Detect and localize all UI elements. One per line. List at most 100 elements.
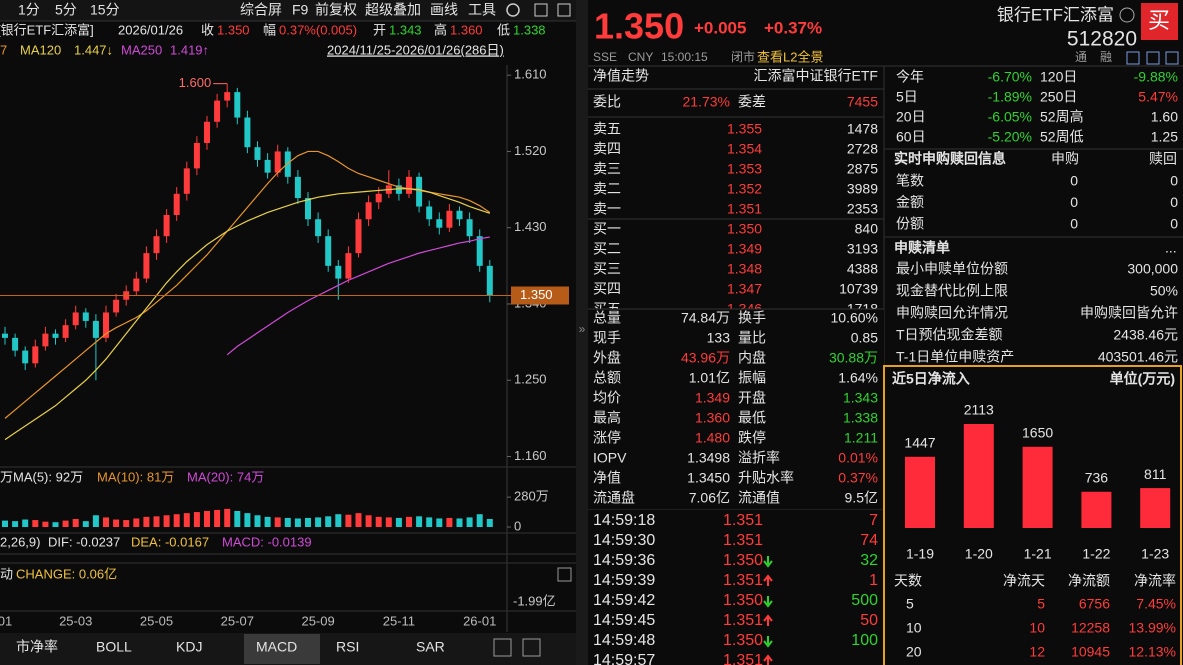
volume-bar xyxy=(173,514,180,527)
interval-tab[interactable]: 5分 xyxy=(55,2,77,18)
volume-bar xyxy=(214,509,221,527)
table-cell: 10 xyxy=(906,620,922,636)
tab-menu-icon[interactable] xyxy=(522,638,541,657)
indicator-tab[interactable]: 市净率 xyxy=(16,639,58,655)
volume-bar xyxy=(2,520,8,527)
trade-arrow xyxy=(763,596,773,608)
y-tick-label: 1.160 xyxy=(514,448,547,463)
toolbar-icon[interactable] xyxy=(534,3,548,17)
candle-body xyxy=(416,176,423,207)
y-tick-label: 1.250 xyxy=(514,372,547,387)
trade-volume: 50 xyxy=(860,612,878,629)
level-price: 1.353 xyxy=(727,161,762,177)
candle-body xyxy=(365,202,372,220)
stat-label: 均价 xyxy=(593,390,621,406)
stat-value: 133 xyxy=(707,330,731,346)
volume-bar xyxy=(193,512,200,527)
splitter[interactable] xyxy=(576,0,588,665)
indicator-tab[interactable]: RSI xyxy=(336,639,359,655)
level-label: 卖四 xyxy=(593,141,621,157)
volume-bar xyxy=(62,520,69,527)
stat-value: 1.01亿 xyxy=(689,370,730,386)
more-button[interactable]: ... xyxy=(1165,240,1177,256)
level-label: 卖一 xyxy=(593,201,621,217)
y-tick-label: 1.610 xyxy=(514,67,547,82)
add-tab-icon[interactable] xyxy=(493,638,512,657)
interval-tab[interactable]: 15分 xyxy=(90,2,120,18)
indicator-tab[interactable]: MACD xyxy=(256,639,297,655)
candle-body xyxy=(466,219,473,237)
l2-link[interactable]: 查看L2全景 xyxy=(757,49,823,64)
active-tab-bg xyxy=(244,634,320,664)
tool-button[interactable]: 超级叠加 xyxy=(365,2,421,18)
volume-bar xyxy=(416,516,423,527)
trade-price: 1.351 xyxy=(723,572,763,589)
row-label: 金额 xyxy=(896,194,924,210)
volume-bar xyxy=(355,513,362,527)
settings-icon[interactable] xyxy=(506,3,520,17)
stat-label: 最低 xyxy=(738,410,766,426)
table-cell: 5 xyxy=(1037,596,1045,612)
panel-icon[interactable] xyxy=(1165,51,1179,65)
candle-body xyxy=(284,151,291,177)
date-range[interactable]: 2024/11/25-2026/01/26(286日) xyxy=(327,42,504,57)
candle-body xyxy=(264,159,271,173)
indicator-tab[interactable]: SAR xyxy=(416,639,445,655)
stat-value: 1.3498 xyxy=(687,450,730,466)
inflow-bar xyxy=(905,456,935,528)
trade-volume: 74 xyxy=(860,532,878,549)
panel-icon[interactable] xyxy=(1126,51,1140,65)
trade-time: 14:59:18 xyxy=(593,512,655,529)
buy-button-bg[interactable] xyxy=(1141,3,1178,40)
volume-bar xyxy=(234,511,241,527)
info-icon[interactable] xyxy=(1119,7,1135,23)
level-volume: 2728 xyxy=(847,141,878,157)
row-value: 0 xyxy=(1070,173,1078,189)
macd-value: MACD: -0.0139 xyxy=(222,534,312,549)
security-name: [银行ETF汇添富] xyxy=(0,22,94,37)
candle-body xyxy=(2,333,8,338)
data-label: 736 xyxy=(1085,469,1109,485)
close-icon[interactable] xyxy=(557,567,572,582)
tool-button[interactable]: 工具 xyxy=(468,2,496,18)
indicator-tab[interactable]: KDJ xyxy=(176,639,202,655)
trade-price: 1.351 xyxy=(723,612,763,629)
price-change: +0.005 xyxy=(694,18,746,37)
candle-body xyxy=(22,350,29,364)
row-label: 现金替代比例上限 xyxy=(896,283,1008,299)
nav-label[interactable]: 净值走势 xyxy=(593,68,649,84)
collapse-icon[interactable]: » xyxy=(579,322,586,336)
perf-value: 5.47% xyxy=(1138,89,1178,105)
tool-button[interactable]: F9 xyxy=(292,2,309,18)
level-price: 1.349 xyxy=(727,241,762,257)
tool-button[interactable]: 画线 xyxy=(430,2,458,18)
panel-icon[interactable] xyxy=(1146,51,1160,65)
column-header: 净流天 xyxy=(1003,573,1045,589)
x-tick-label: 25-11 xyxy=(383,613,415,628)
row-value: 300,000 xyxy=(1127,261,1178,277)
row-value: 0 xyxy=(1070,194,1078,210)
tool-button[interactable]: 前复权 xyxy=(315,2,357,18)
volume-legend: MA(20): 74万 xyxy=(187,469,264,484)
indicator-tab[interactable]: BOLL xyxy=(96,639,132,655)
index-name: 汇添富中证银行ETF xyxy=(754,68,878,84)
interval-tab[interactable]: 1分 xyxy=(18,2,40,18)
stat-label: 最高 xyxy=(593,410,621,426)
stat-value: 7.06亿 xyxy=(689,490,730,506)
column-header: 净流额 xyxy=(1068,573,1110,589)
trade-price: 1.350 xyxy=(723,632,763,649)
candle-body xyxy=(274,151,281,173)
change-value: CHANGE: 0.06亿 xyxy=(16,566,117,581)
column-header: 申购 xyxy=(1051,151,1079,167)
toolbar-icon[interactable] xyxy=(557,3,571,17)
buy-button[interactable]: 买 xyxy=(1148,8,1170,33)
volume-bar xyxy=(315,517,322,527)
tool-button[interactable]: 综合屏 xyxy=(240,2,282,18)
inflow-bar xyxy=(1022,446,1053,528)
volume-bar xyxy=(375,516,382,527)
candle-body xyxy=(143,253,150,279)
volume-bar xyxy=(294,518,301,527)
quote-meta: 闭市 xyxy=(731,49,755,64)
candle-body xyxy=(214,100,221,122)
volume-bar xyxy=(113,519,120,527)
